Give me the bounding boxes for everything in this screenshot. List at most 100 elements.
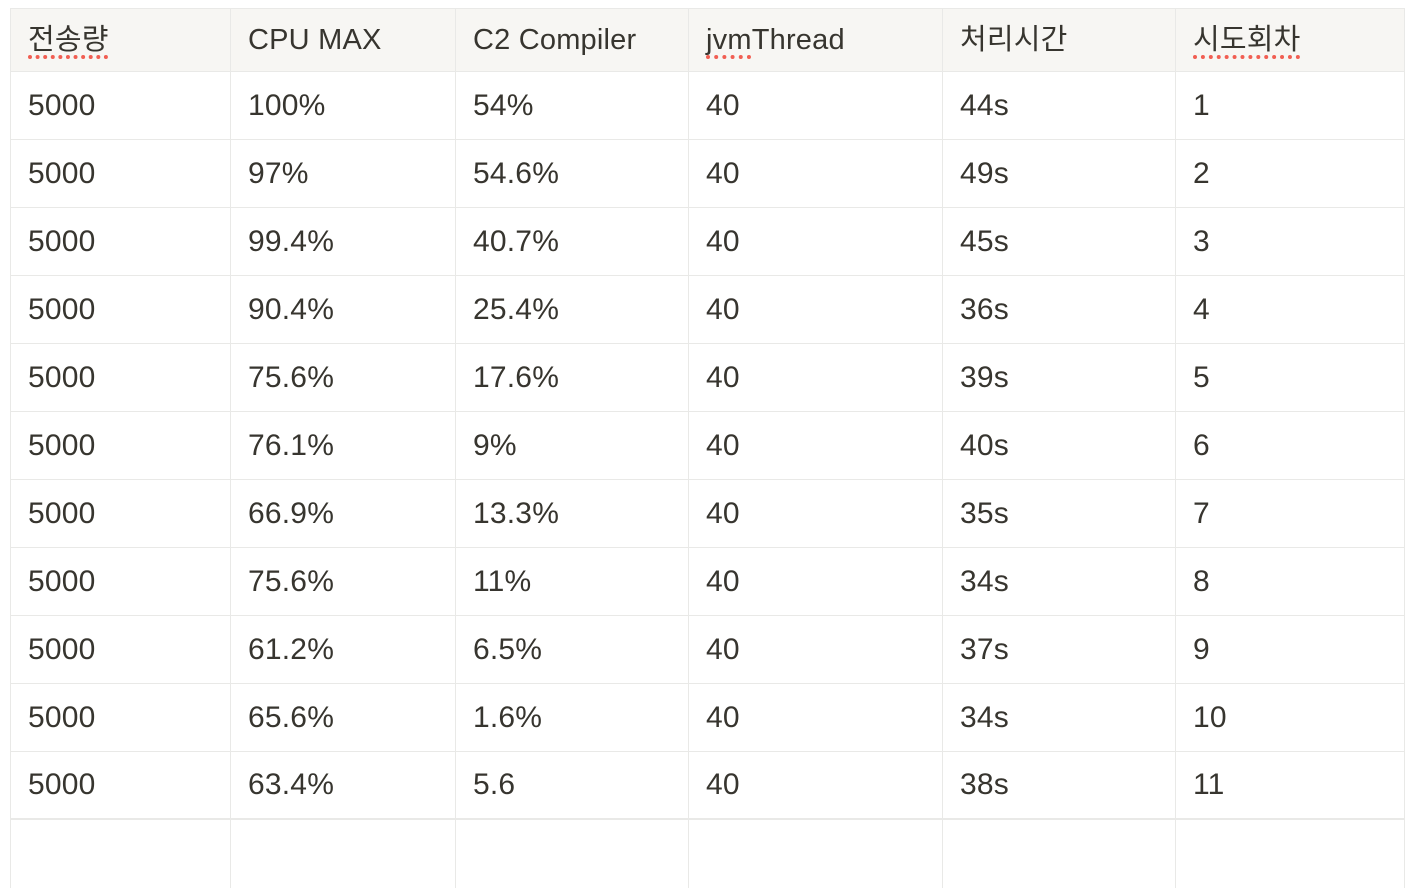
- column-header-cpu-max[interactable]: CPU MAX: [231, 9, 456, 71]
- table-cell[interactable]: 38s: [943, 752, 1176, 818]
- table-cell[interactable]: 17.6%: [456, 344, 689, 411]
- table-cell[interactable]: 49s: [943, 140, 1176, 207]
- table-row: 5000 97% 54.6% 40 49s 2: [11, 140, 1404, 208]
- table-cell[interactable]: 44s: [943, 72, 1176, 139]
- table-cell[interactable]: 2: [1193, 156, 1210, 190]
- table-cell[interactable]: 54%: [456, 72, 689, 139]
- table-cell[interactable]: [689, 820, 943, 888]
- table-cell[interactable]: 40.7%: [456, 208, 689, 275]
- data-table: 전송량 CPU MAX C2 Compiler jvm Thread 처리시간 …: [10, 8, 1405, 888]
- table-cell[interactable]: 40: [689, 752, 943, 818]
- table-cell[interactable]: 40s: [943, 412, 1176, 479]
- table-row: 5000 63.4% 5.6 40 38s 11: [11, 752, 1404, 820]
- table-row: 5000 75.6% 17.6% 40 39s 5: [11, 344, 1404, 412]
- table-cell[interactable]: 5000: [11, 752, 231, 818]
- table-row: 5000 90.4% 25.4% 40 36s 4: [11, 276, 1404, 344]
- table-cell[interactable]: 40: [689, 684, 943, 751]
- column-header-jvm-thread[interactable]: jvm Thread: [689, 9, 943, 71]
- table-cell[interactable]: 5000: [11, 548, 231, 615]
- table-cell[interactable]: 5000: [11, 72, 231, 139]
- table-cell[interactable]: 40: [689, 276, 943, 343]
- table-cell[interactable]: 40: [689, 344, 943, 411]
- table-cell[interactable]: [456, 820, 689, 888]
- table-cell[interactable]: 40: [689, 208, 943, 275]
- table-cell[interactable]: 6.5%: [456, 616, 689, 683]
- table-cell[interactable]: 34s: [943, 684, 1176, 751]
- table-cell[interactable]: 6: [1193, 428, 1210, 462]
- table-cell[interactable]: 11%: [456, 548, 689, 615]
- table-body: 5000 100% 54% 40 44s 1 5000 97% 54.6% 40 49s 2 5000 9…: [11, 72, 1404, 820]
- table-cell[interactable]: 65.6%: [231, 684, 456, 751]
- column-header-label: CPU MAX: [248, 23, 382, 56]
- table-cell[interactable]: [11, 820, 231, 888]
- table-cell[interactable]: 90.4%: [231, 276, 456, 343]
- column-header-label: Thread: [751, 23, 845, 56]
- table-cell[interactable]: 5000: [11, 412, 231, 479]
- table-cell[interactable]: 100%: [231, 72, 456, 139]
- table-cell[interactable]: 66.9%: [231, 480, 456, 547]
- table-cell[interactable]: 5000: [11, 480, 231, 547]
- column-header-c2-compiler[interactable]: C2 Compiler: [456, 9, 689, 71]
- table-cell[interactable]: 75.6%: [231, 344, 456, 411]
- table-cell[interactable]: 99.4%: [231, 208, 456, 275]
- table-row: 5000 61.2% 6.5% 40 37s 9: [11, 616, 1404, 684]
- table-cell[interactable]: [943, 820, 1176, 888]
- table-row-partial: [11, 820, 1404, 888]
- table-cell[interactable]: 63.4%: [231, 752, 456, 818]
- table-row: 5000 76.1% 9% 40 40s 6: [11, 412, 1404, 480]
- table-cell[interactable]: [1176, 820, 1404, 888]
- table-cell[interactable]: 76.1%: [231, 412, 456, 479]
- table-cell[interactable]: 40: [689, 548, 943, 615]
- table-row: 5000 66.9% 13.3% 40 35s 7: [11, 480, 1404, 548]
- table-cell[interactable]: 9: [1193, 632, 1210, 666]
- table-cell[interactable]: 7: [1193, 496, 1210, 530]
- table-cell[interactable]: 5000: [11, 344, 231, 411]
- table-cell[interactable]: 5.6: [456, 752, 689, 818]
- table-row: 5000 75.6% 11% 40 34s 8: [11, 548, 1404, 616]
- table-cell[interactable]: 97%: [231, 140, 456, 207]
- column-header-label: 시도회차: [1193, 23, 1301, 56]
- table-cell[interactable]: 8: [1193, 564, 1210, 598]
- table-cell[interactable]: 40: [689, 72, 943, 139]
- table-cell[interactable]: 40: [689, 616, 943, 683]
- table-cell[interactable]: 34s: [943, 548, 1176, 615]
- table-cell[interactable]: 10: [1193, 700, 1227, 734]
- table-cell[interactable]: 25.4%: [456, 276, 689, 343]
- table-cell[interactable]: 9%: [456, 412, 689, 479]
- table-cell[interactable]: 40: [689, 480, 943, 547]
- table-cell[interactable]: 36s: [943, 276, 1176, 343]
- table-row: 5000 99.4% 40.7% 40 45s 3: [11, 208, 1404, 276]
- table-cell[interactable]: 11: [1193, 768, 1225, 801]
- table-cell[interactable]: 39s: [943, 344, 1176, 411]
- table-cell[interactable]: 37s: [943, 616, 1176, 683]
- column-header-attempt-number[interactable]: 시도회차: [1176, 9, 1404, 71]
- table-cell[interactable]: 13.3%: [456, 480, 689, 547]
- table-cell[interactable]: 5000: [11, 140, 231, 207]
- table-header-row: 전송량 CPU MAX C2 Compiler jvm Thread 처리시간 …: [11, 9, 1404, 72]
- table-cell[interactable]: 5000: [11, 276, 231, 343]
- table-cell[interactable]: 4: [1193, 292, 1210, 326]
- table-cell[interactable]: 40: [689, 140, 943, 207]
- table-cell[interactable]: 5000: [11, 616, 231, 683]
- table-cell[interactable]: 1: [1193, 88, 1210, 122]
- table-cell[interactable]: 35s: [943, 480, 1176, 547]
- table-cell[interactable]: 5000: [11, 684, 231, 751]
- table-row: 5000 100% 54% 40 44s 1: [11, 72, 1404, 140]
- column-header-label: 전송량: [28, 23, 109, 56]
- column-header-label: 처리시간: [960, 23, 1068, 56]
- column-header-processing-time[interactable]: 처리시간: [943, 9, 1176, 71]
- table-cell[interactable]: 5: [1193, 360, 1210, 394]
- column-header-transfer-volume[interactable]: 전송량: [11, 9, 231, 71]
- table-cell[interactable]: 54.6%: [456, 140, 689, 207]
- table-cell[interactable]: 40: [689, 412, 943, 479]
- table-cell[interactable]: 45s: [943, 208, 1176, 275]
- table-cell[interactable]: 3: [1193, 224, 1210, 258]
- table-cell[interactable]: 1.6%: [456, 684, 689, 751]
- column-header-label: C2 Compiler: [473, 23, 637, 56]
- table-cell[interactable]: 75.6%: [231, 548, 456, 615]
- column-header-label-misspelled: jvm: [706, 23, 752, 56]
- table-cell[interactable]: 61.2%: [231, 616, 456, 683]
- table-row: 5000 65.6% 1.6% 40 34s 10: [11, 684, 1404, 752]
- table-cell[interactable]: [231, 820, 456, 888]
- table-cell[interactable]: 5000: [11, 208, 231, 275]
